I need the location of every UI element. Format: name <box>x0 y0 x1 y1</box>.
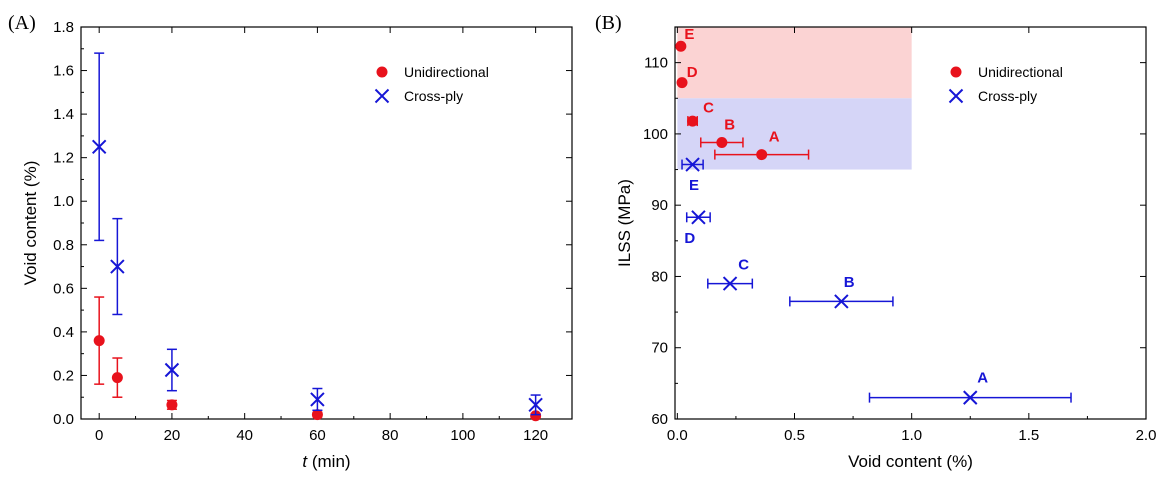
point-label: C <box>738 256 749 273</box>
shaded-region-0 <box>677 27 912 99</box>
data-point <box>166 399 178 411</box>
data-point <box>91 139 107 154</box>
legend-label: Unidirectional <box>404 64 489 80</box>
x-axis-label-unit: (min) <box>307 452 350 471</box>
data-point <box>110 259 125 274</box>
data-point <box>676 77 688 89</box>
y-tick-label: 0.4 <box>53 324 74 341</box>
point-label: E <box>689 177 699 194</box>
data-point <box>950 66 962 78</box>
legend-entry: Cross-ply <box>374 88 463 104</box>
legend-entry: Unidirectional <box>376 64 489 80</box>
x-tick-label: 60 <box>309 427 326 444</box>
data-point <box>164 362 180 378</box>
y-tick-label: 110 <box>644 55 668 72</box>
chart-panel-a: (A) 0 20 40 60 80 100 120 0.0 0.2 0.4 0.6 0.8 1.0 1.2 1… <box>8 12 573 471</box>
point-label: D <box>684 230 695 247</box>
series-cross-ply: E D C B A <box>681 157 1072 405</box>
data-point <box>310 392 325 407</box>
data-point <box>376 66 388 78</box>
y-tick-label: 0.6 <box>53 280 74 297</box>
chart-panel-b: (B) 0.0 0.5 1.0 1.5 2.0 60 70 80 90 100 110 Void con… <box>595 12 1156 471</box>
x-tick-label: 1.0 <box>901 427 922 444</box>
x-tick-label: 120 <box>523 427 548 444</box>
point-label: A <box>769 129 780 146</box>
x-tick-label: 40 <box>236 427 253 444</box>
point-label: D <box>687 64 698 81</box>
data-point <box>93 335 105 347</box>
panel-label: (B) <box>595 12 622 34</box>
y-tick-label: 90 <box>651 197 668 214</box>
data-point <box>374 88 390 104</box>
x-tick-label: 0.0 <box>667 427 688 444</box>
legend-label: Unidirectional <box>978 64 1063 80</box>
data-point <box>756 149 768 161</box>
y-tick-label: 0.2 <box>53 367 74 384</box>
x-axis-label-var: t <box>302 452 308 471</box>
panel-label: (A) <box>8 12 36 34</box>
y-axis-label: ILSS (MPa) <box>615 179 634 267</box>
y-tick-label: 60 <box>651 411 668 428</box>
point-label: B <box>724 117 735 134</box>
x-tick-label: 2.0 <box>1136 427 1157 444</box>
data-point <box>691 210 706 225</box>
x-axis-label: Void content (%) <box>848 452 973 471</box>
y-tick-label: 1.8 <box>53 19 74 36</box>
y-axis-label: Void content (%) <box>21 161 40 286</box>
legend-entry: Unidirectional <box>950 64 1063 80</box>
series-unidirectional <box>93 296 542 422</box>
legend-label: Cross-ply <box>404 88 463 104</box>
data-point <box>722 276 738 291</box>
y-tick-label: 0.8 <box>53 237 74 254</box>
data-point <box>311 409 323 421</box>
x-tick-label: 100 <box>450 427 475 444</box>
y-tick-label: 100 <box>643 126 668 143</box>
data-point <box>675 40 687 52</box>
point-label: E <box>684 26 694 43</box>
data-point <box>685 157 700 172</box>
data-point <box>834 294 849 309</box>
point-label: A <box>977 370 988 387</box>
x-tick-label: 20 <box>164 427 181 444</box>
x-tick-label: 0.5 <box>784 427 805 444</box>
data-point <box>948 88 964 104</box>
x-axis-label: t (min) <box>302 452 350 471</box>
data-point <box>530 410 542 422</box>
y-tick-label: 1.4 <box>53 106 74 123</box>
data-point <box>528 397 543 413</box>
plot-frame <box>674 26 1147 420</box>
y-tick-label: 70 <box>651 340 668 357</box>
y-tick-label: 1.6 <box>53 63 74 80</box>
series-cross-ply <box>91 52 543 416</box>
legend-label: Cross-ply <box>978 88 1037 104</box>
point-label: B <box>844 274 855 291</box>
x-tick-label: 0 <box>95 427 103 444</box>
y-tick-label: 1.0 <box>53 193 74 210</box>
data-point <box>963 390 978 405</box>
data-point <box>687 115 699 127</box>
data-point <box>111 372 123 384</box>
series-unidirectional: E D CB A <box>675 26 810 161</box>
legend-entry: Cross-ply <box>948 88 1037 104</box>
y-tick-label: 1.2 <box>53 150 74 167</box>
data-point <box>716 136 728 148</box>
shaded-region-1 <box>677 98 912 170</box>
point-label: C <box>703 100 714 117</box>
plot-frame <box>80 26 573 420</box>
y-tick-label: 0.0 <box>53 411 74 428</box>
x-tick-label: 1.5 <box>1018 427 1039 444</box>
y-tick-label: 80 <box>651 268 668 285</box>
x-tick-label: 80 <box>382 427 399 444</box>
